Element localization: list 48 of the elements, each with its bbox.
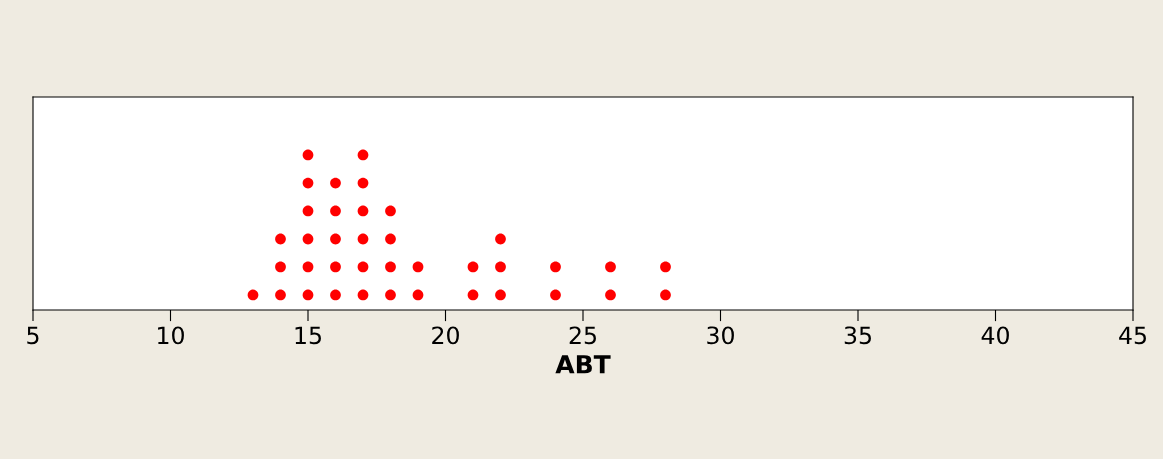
point <box>357 233 369 245</box>
point <box>412 289 424 301</box>
point <box>495 233 506 245</box>
point <box>275 233 286 245</box>
point <box>357 177 369 189</box>
point <box>550 289 561 301</box>
point <box>412 261 424 273</box>
x-tick-label: 30 <box>707 326 734 345</box>
point <box>357 149 369 161</box>
point <box>660 261 671 273</box>
point <box>467 289 479 301</box>
x-tick-label: 25 <box>569 326 596 345</box>
point <box>357 205 369 217</box>
point <box>357 289 369 301</box>
point <box>467 261 479 273</box>
point <box>275 261 286 273</box>
point <box>495 289 506 301</box>
point <box>550 261 561 273</box>
point <box>302 177 314 189</box>
x-tick-label: 40 <box>981 326 1009 345</box>
point <box>605 261 616 273</box>
x-tick-label: 45 <box>1119 326 1146 345</box>
x-tick-label: 35 <box>844 326 871 345</box>
point <box>660 289 671 301</box>
point <box>385 261 396 273</box>
x-tick-label: 15 <box>295 326 321 345</box>
x-tick-label: 20 <box>432 326 459 345</box>
point <box>605 289 616 301</box>
point <box>330 205 341 217</box>
point <box>385 205 396 217</box>
point <box>495 261 506 273</box>
point <box>302 149 314 161</box>
point <box>247 289 259 301</box>
point <box>330 261 341 273</box>
point <box>330 177 341 189</box>
point <box>385 289 396 301</box>
x-axis-title: ABT <box>555 355 611 374</box>
point <box>302 261 314 273</box>
point <box>275 289 286 301</box>
point <box>330 289 341 301</box>
x-tick-label: 5 <box>27 326 39 345</box>
point <box>302 289 314 301</box>
point <box>302 233 314 245</box>
point <box>330 233 341 245</box>
point <box>357 261 369 273</box>
x-tick-label: 10 <box>158 326 184 345</box>
point <box>385 233 396 245</box>
point <box>302 205 314 217</box>
